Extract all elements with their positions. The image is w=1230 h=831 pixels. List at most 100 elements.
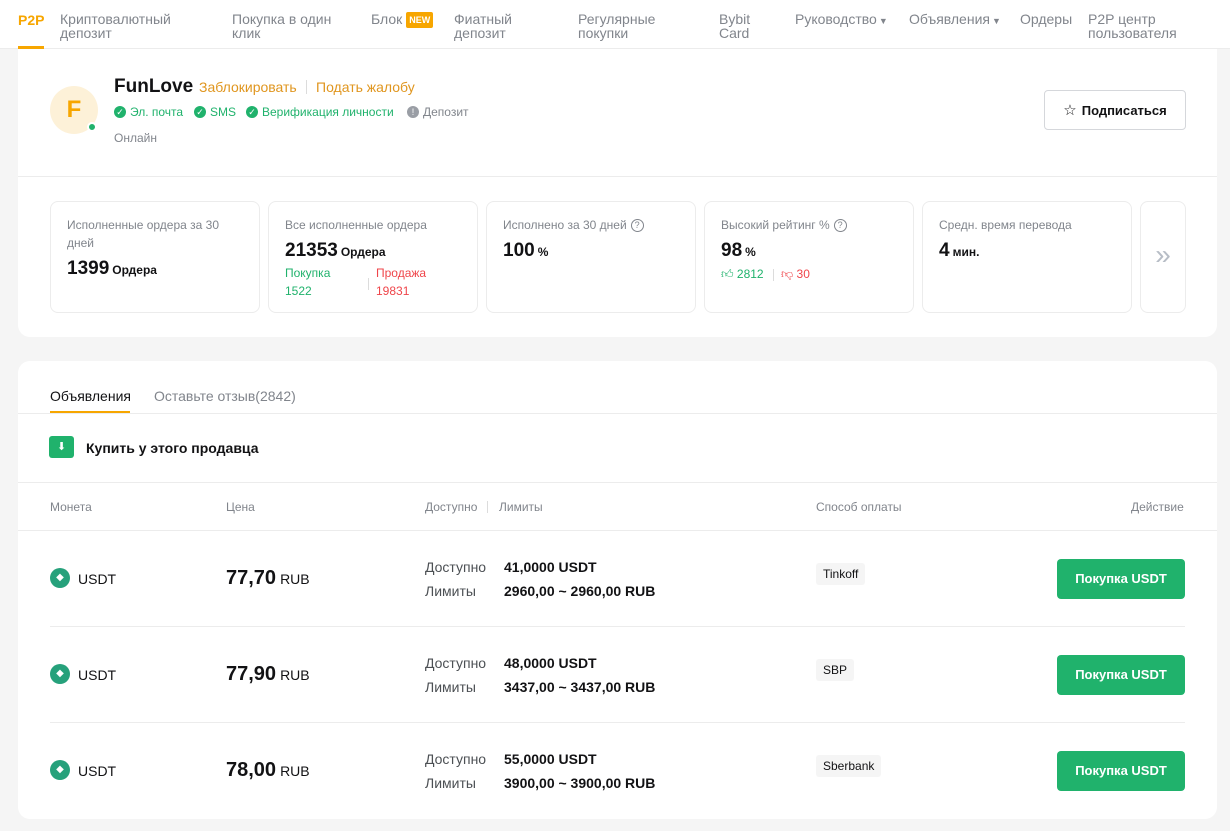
likes-count: 2812: [736, 267, 764, 281]
section-title: Купить у этого продавца: [86, 440, 259, 456]
usdt-coin-icon: ◆: [50, 568, 70, 588]
stats-next-arrow-icon[interactable]: »: [1140, 201, 1186, 313]
stat-unit: мин.: [952, 245, 980, 259]
divider: [18, 176, 1217, 177]
verification-label: Депозит: [423, 105, 469, 119]
table-row: ◆ USDT 78,00 RUB Доступно 55,0000 USDT Ли…: [18, 723, 1217, 819]
price-value: 77,70: [226, 567, 277, 589]
nav-guide[interactable]: Руководство ▼: [795, 12, 888, 28]
nav-orders[interactable]: Ордеры: [1020, 11, 1073, 27]
verification-email: ✓ Эл. почта: [114, 105, 183, 119]
available-value: 48,0000 USDT: [504, 655, 597, 671]
help-icon[interactable]: ?: [833, 219, 847, 233]
stat-unit: %: [537, 245, 549, 259]
available-label: Доступно: [425, 751, 487, 767]
follow-button[interactable]: ☆ Подписаться: [1044, 90, 1186, 130]
buy-count-label: Покупка: [285, 266, 331, 280]
caret-down-icon: ▼: [878, 16, 888, 26]
stat-label: Средн. время перевода: [939, 218, 1072, 232]
stat-number: 4: [939, 240, 950, 261]
top-navigation: P2P Криптовалютный депозит Покупка в оди…: [0, 0, 1230, 49]
block-link[interactable]: Заблокировать: [199, 79, 297, 95]
tab-reviews[interactable]: Оставьте отзыв(2842): [154, 388, 296, 404]
help-icon[interactable]: ?: [630, 219, 644, 233]
stat-avg-transfer: Средн. время перевода 4 мин.: [922, 201, 1132, 313]
nav-guide-label: Руководство: [795, 11, 877, 27]
limits-label: Лимиты: [425, 679, 476, 695]
stat-value: 4 мин.: [939, 240, 979, 262]
coin-name: USDT: [78, 667, 117, 683]
nav-user-center[interactable]: P2P центр пользователя: [1088, 11, 1177, 41]
stat-label-row: Исполнено за 30 дней?: [503, 216, 683, 234]
limits-value: 3900,00 ~ 3900,00 RUB: [504, 775, 656, 791]
payment-method-tag: Sberbank: [816, 755, 882, 777]
seller-name: FunLove: [114, 76, 194, 97]
nav-block[interactable]: Блок NEW: [371, 11, 434, 28]
action-separator: [306, 80, 307, 94]
payment-method-tag: SBP: [816, 659, 855, 681]
seller-profile-card: F FunLove Заблокировать Подать жалобу ✓ Э…: [18, 49, 1217, 337]
dislikes-count: 30: [796, 267, 810, 281]
tabs-divider: [18, 413, 1217, 414]
verification-label: Верификация личности: [262, 105, 394, 119]
price-currency: RUB: [280, 667, 310, 683]
payment-method-tag: Tinkoff: [816, 563, 866, 585]
stat-orders-30d: Исполненные ордера за 30 дней 1399 Ордера: [50, 201, 260, 313]
thumbs-down-icon: 👎︎: [781, 267, 794, 281]
nav-one-click-buy[interactable]: Покупка в один клик: [232, 11, 332, 41]
coin-name: USDT: [78, 763, 117, 779]
stat-value: 1399 Ордера: [67, 258, 157, 280]
stat-value: 100%: [503, 240, 548, 262]
check-circle-icon: ✓: [194, 106, 206, 118]
column-header-price: Цена: [226, 500, 255, 514]
row-divider: [50, 626, 1185, 627]
nav-crypto-deposit[interactable]: Криптовалютный депозит: [60, 11, 171, 41]
buy-usdt-button[interactable]: Покупка USDT: [1057, 559, 1185, 599]
verification-identity: ✓ Верификация личности: [246, 105, 394, 119]
stat-number: 98: [721, 240, 743, 261]
verification-sms: ✓ SMS: [194, 105, 236, 119]
nav-ads[interactable]: Объявления ▼: [909, 12, 1001, 28]
check-circle-icon: ✓: [246, 106, 258, 118]
buy-usdt-button[interactable]: Покупка USDT: [1057, 655, 1185, 695]
limits-value: 3437,00 ~ 3437,00 RUB: [504, 679, 656, 695]
price: 77,90 RUB: [226, 663, 310, 686]
stat-label-row: Высокий рейтинг %?: [721, 216, 901, 234]
nav-bybit-card[interactable]: Bybit Card: [719, 11, 751, 41]
table-row: ◆ USDT 77,70 RUB Доступно 41,0000 USDT Ли…: [18, 531, 1217, 627]
thumbs-up-icon: 👍︎: [721, 267, 734, 281]
available-label: Доступно: [425, 655, 487, 671]
caret-down-icon: ▼: [991, 16, 1001, 26]
buy-usdt-button[interactable]: Покупка USDT: [1057, 751, 1185, 791]
sell-count-label: Продажа: [376, 266, 427, 280]
limits-label: Лимиты: [425, 583, 476, 599]
nav-fiat-deposit[interactable]: Фиатный депозит: [454, 11, 512, 41]
new-badge: NEW: [406, 12, 434, 28]
tab-active-indicator: [50, 411, 130, 413]
available-value: 41,0000 USDT: [504, 559, 597, 575]
nav-block-label: Блок: [371, 11, 403, 27]
nav-p2p[interactable]: P2P: [18, 12, 45, 28]
header-separator: [487, 501, 488, 513]
tab-ads[interactable]: Объявления: [50, 388, 131, 404]
stat-rating: Высокий рейтинг %? 98% 👍︎ 2812 👎︎ 30: [704, 201, 914, 313]
info-circle-icon: !: [407, 106, 419, 118]
stat-unit: Ордера: [340, 245, 386, 259]
limits-value: 2960,00 ~ 2960,00 RUB: [504, 583, 656, 599]
stat-separator: [368, 278, 369, 290]
nav-recurring-buy[interactable]: Регулярные покупки: [578, 11, 656, 41]
stat-label: Исполненные ордера за 30 дней: [67, 218, 220, 250]
likes: 👍︎ 2812: [721, 265, 764, 283]
stat-label: Все исполненные ордера: [285, 218, 427, 232]
stat-number: 1399: [67, 258, 110, 279]
divider: [18, 530, 1217, 531]
available-label: Доступно: [425, 559, 487, 575]
price-value: 78,00: [226, 759, 277, 781]
limits-label: Лимиты: [425, 775, 476, 791]
report-link[interactable]: Подать жалобу: [316, 79, 415, 95]
price: 78,00 RUB: [226, 759, 310, 782]
check-circle-icon: ✓: [114, 106, 126, 118]
stat-completion-30d: Исполнено за 30 дней? 100%: [486, 201, 696, 313]
buy-count-value: 1522: [285, 284, 312, 298]
ads-card: Объявления Оставьте отзыв(2842) ⬇ Купить…: [18, 361, 1217, 819]
